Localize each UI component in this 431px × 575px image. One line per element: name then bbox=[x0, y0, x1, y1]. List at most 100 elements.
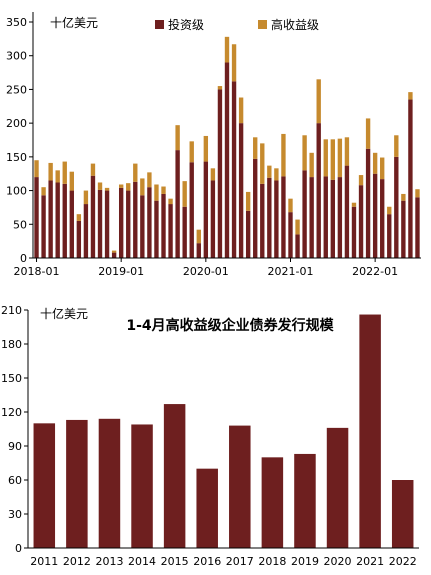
bar-2011 bbox=[33, 423, 56, 548]
bar-hy-49 bbox=[380, 157, 385, 180]
chart1-ytick-label: 250 bbox=[6, 83, 27, 96]
bar-hy-48 bbox=[372, 152, 378, 174]
bar-ig-25 bbox=[210, 180, 216, 258]
bar-ig-46 bbox=[358, 185, 364, 258]
bar-hy-0 bbox=[34, 160, 39, 178]
bar-2016 bbox=[196, 468, 218, 548]
bar-hy-44 bbox=[344, 137, 350, 166]
chart1-legend: 投资级 高收益级 bbox=[155, 17, 319, 32]
bar-ig-2 bbox=[48, 180, 53, 258]
chart2-axes: 2011 2012 2013 2014 2015 2016 2017 2018 2019 2020… bbox=[1, 304, 419, 568]
chart1-ytick-label: 50 bbox=[13, 218, 27, 231]
bar-ig-24 bbox=[203, 161, 209, 258]
bar-2022 bbox=[391, 480, 414, 548]
bar-hy-11 bbox=[111, 250, 117, 253]
bar-ig-19 bbox=[168, 204, 173, 258]
bar-hy-45 bbox=[351, 202, 357, 207]
bar-ig-38 bbox=[302, 170, 307, 258]
bar-hy-20 bbox=[175, 125, 180, 151]
chart2-xtick-label: 2014 bbox=[128, 555, 156, 568]
chart1-bars bbox=[34, 36, 420, 259]
bar-ig-42 bbox=[330, 179, 336, 258]
bar-hy-17 bbox=[154, 184, 159, 201]
legend-swatch-hy bbox=[258, 20, 267, 29]
bar-hy-23 bbox=[196, 229, 201, 244]
chart2-ytick-label: 180 bbox=[1, 338, 22, 351]
bar-2013 bbox=[98, 418, 121, 548]
bar-hy-51 bbox=[394, 135, 399, 157]
bar-ig-39 bbox=[309, 177, 314, 258]
bar-ig-52 bbox=[401, 200, 406, 258]
bar-ig-20 bbox=[175, 150, 180, 258]
chart2-xtick-label: 2011 bbox=[30, 555, 58, 568]
bar-ig-33 bbox=[267, 177, 272, 258]
chart2-xtick-label: 2019 bbox=[291, 555, 319, 568]
chart2-ytick-label: 60 bbox=[8, 474, 22, 487]
bar-hy-6 bbox=[76, 214, 82, 221]
bar-hy-10 bbox=[104, 187, 110, 191]
chart2-xtick-label: 2013 bbox=[95, 555, 123, 568]
bar-hy-33 bbox=[267, 165, 272, 178]
bar-ig-54 bbox=[415, 197, 420, 258]
bar-ig-50 bbox=[387, 214, 392, 258]
legend-label-hy: 高收益级 bbox=[271, 17, 319, 32]
bar-hy-21 bbox=[182, 181, 187, 207]
bar-hy-19 bbox=[168, 198, 173, 205]
chart1-ytick-label: 300 bbox=[6, 50, 27, 63]
bar-hy-54 bbox=[415, 189, 420, 198]
chart1-unit-label: 十亿美元 bbox=[50, 15, 98, 30]
bar-hy-41 bbox=[323, 139, 328, 177]
chart2-xtick-label: 2016 bbox=[193, 555, 221, 568]
bar-hy-9 bbox=[97, 182, 103, 190]
bar-2018 bbox=[261, 457, 284, 548]
bar-ig-10 bbox=[104, 190, 110, 258]
bar-hy-31 bbox=[253, 137, 258, 159]
bar-2020 bbox=[326, 427, 349, 548]
bar-hy-37 bbox=[295, 219, 300, 235]
bar-ig-40 bbox=[316, 123, 321, 259]
bar-ig-14 bbox=[133, 181, 138, 258]
bar-hy-2 bbox=[48, 162, 53, 181]
bar-2017 bbox=[229, 425, 251, 548]
bar-hy-5 bbox=[69, 171, 74, 191]
bar-ig-47 bbox=[365, 148, 371, 258]
chart1-ytick-label: 100 bbox=[6, 185, 27, 198]
bar-hy-7 bbox=[83, 190, 89, 205]
chart2-xtick-label: 2017 bbox=[226, 555, 254, 568]
bar-hy-38 bbox=[302, 135, 307, 171]
bar-hy-22 bbox=[189, 141, 194, 163]
chart2-xtick-label: 2020 bbox=[324, 555, 352, 568]
bar-ig-22 bbox=[189, 162, 194, 258]
bar-hy-12 bbox=[118, 184, 124, 188]
bar-ig-9 bbox=[97, 189, 103, 258]
bar-ig-32 bbox=[260, 183, 265, 258]
bar-ig-1 bbox=[41, 195, 46, 258]
chart1-xtick-label: 2022-01 bbox=[352, 265, 398, 278]
bar-hy-52 bbox=[401, 193, 406, 201]
bar-ig-17 bbox=[154, 200, 159, 258]
chart2-ytick-label: 90 bbox=[8, 440, 22, 453]
bar-2019 bbox=[294, 453, 316, 548]
bar-hy-28 bbox=[231, 44, 237, 82]
jan-apr-hy-issuance-chart: 十亿美元 1-4月高收益级企业债券发行规模 2011 2012 2013 2014 20… bbox=[1, 304, 419, 568]
bar-hy-24 bbox=[203, 135, 209, 162]
bar-ig-27 bbox=[224, 62, 230, 259]
chart2-unit-label: 十亿美元 bbox=[40, 306, 88, 321]
bar-ig-41 bbox=[323, 176, 328, 258]
bar-hy-29 bbox=[238, 97, 244, 124]
bar-hy-14 bbox=[133, 163, 138, 182]
chart1-xtick-label: 2021-01 bbox=[268, 265, 314, 278]
bar-ig-53 bbox=[408, 99, 413, 259]
bar-hy-36 bbox=[288, 198, 293, 213]
chart2-ytick-label: 210 bbox=[1, 304, 22, 317]
chart2-ytick-label: 0 bbox=[15, 542, 22, 555]
bar-ig-44 bbox=[344, 165, 350, 258]
bar-2021 bbox=[359, 314, 381, 548]
bar-ig-11 bbox=[111, 252, 117, 258]
chart2-ytick-label: 150 bbox=[1, 372, 22, 385]
bar-hy-18 bbox=[161, 186, 166, 194]
bar-hy-15 bbox=[140, 178, 145, 196]
bar-hy-43 bbox=[337, 138, 343, 178]
bar-ig-12 bbox=[118, 187, 124, 258]
